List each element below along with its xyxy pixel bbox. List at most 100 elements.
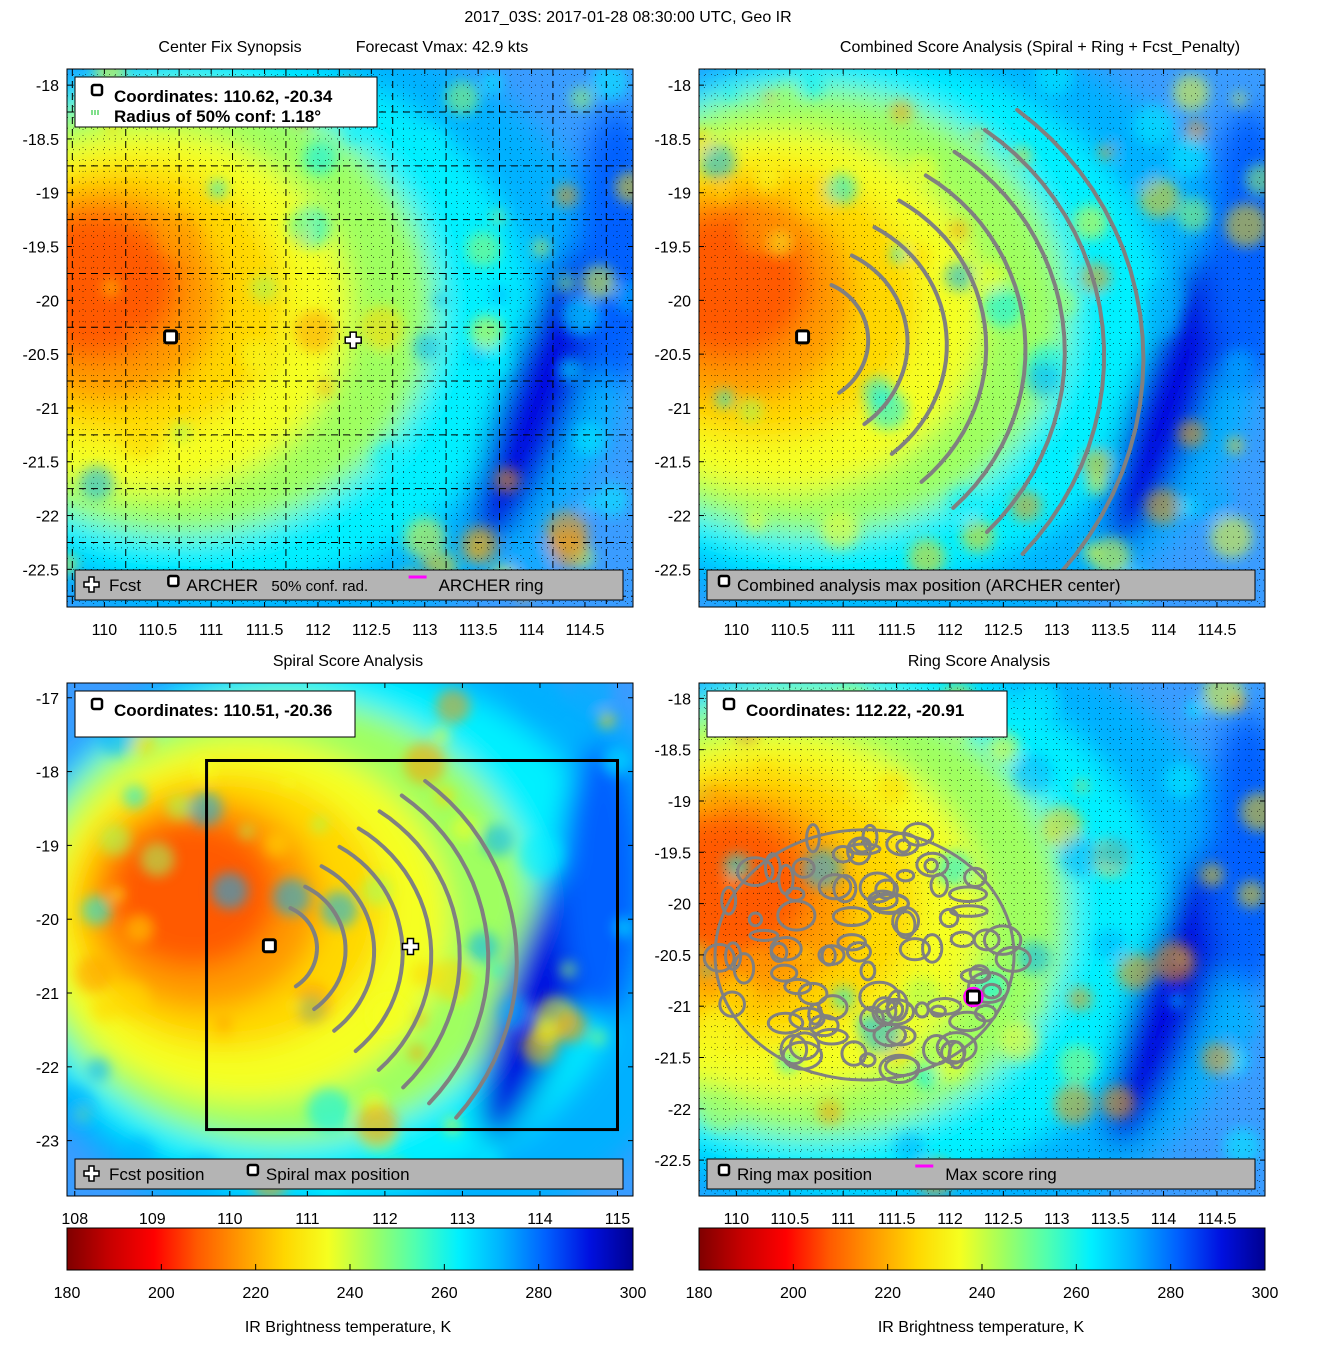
ir-speckle [387,246,411,269]
ring-contour [859,960,877,982]
y-tick-label: -21.5 [655,455,692,472]
ir-speckle [715,389,735,409]
ir-speckle [1168,137,1208,177]
spiral-arc [356,826,434,1072]
ir-speckle [1153,940,1196,984]
ir-blob [67,209,180,360]
ir-speckle [467,931,499,963]
ir-speckle [418,127,447,156]
x-tick-label: 113.5 [459,622,498,639]
spiral-arc [319,864,377,1033]
image-layer [699,69,1265,607]
spiral-arc [303,884,348,1012]
y-tick-label: -18.5 [655,743,692,760]
ir-speckle [293,309,337,353]
panel-subtitle: Forecast Vmax: 42.9 kts [356,39,529,56]
y-tick-label: -22 [668,1102,691,1119]
ir-speckle [1034,69,1073,97]
colorbar-tick-label: 260 [431,1285,458,1302]
spiral-arcs [288,779,519,1120]
y-tick-label: -21 [668,401,691,418]
ir-speckle [1019,683,1061,721]
archer-center-marker [965,989,981,1005]
ir-speckle [125,914,154,943]
info-line: Coordinates: 110.51, -20.36 [114,701,332,720]
ir-speckle [81,895,112,926]
archer-legend-icon [246,1163,260,1177]
y-tick-label: -20.5 [655,948,692,965]
archer-icon [90,83,104,97]
archer-legend-icon [717,1163,731,1177]
y-tick-label: -22.5 [655,562,692,579]
ir-speckle [948,219,969,240]
spiral-arc [923,173,1028,510]
ring-contour [938,907,960,929]
ir-speckle [498,995,532,1030]
ir-speckle [165,794,193,821]
ir-speckle [211,872,249,910]
forecast-legend-icon [83,576,100,593]
ring-contour [736,856,775,887]
x-tick-label: 113 [412,622,438,639]
ir-speckle [557,357,581,382]
confidence-radius-icon [91,110,99,115]
ir-speckle [581,495,598,512]
panel-spiral-score: Spiral Score Analysis 108 109 110 111 112 113… [36,653,634,1228]
info-box-frame [706,690,1008,738]
x-tick-label: 111.5 [878,622,916,639]
archer-icon [90,697,104,711]
ring-contour [867,892,910,914]
ir-speckle [595,483,629,517]
colorbar-strip [66,1227,634,1271]
y-tick-label: -18.5 [23,132,60,149]
y-tick-label: -21 [36,401,59,418]
ir-blob [559,743,633,1022]
ir-speckle [1115,952,1154,991]
ir-speckle [744,510,766,532]
y-tick-label: -19.5 [655,240,692,257]
archer-center-marker [261,938,277,954]
ir-speckle [1012,753,1054,794]
x-tick-label: 112.5 [984,1211,1023,1228]
ir-speckle [1184,699,1206,720]
x-tick-label: 113 [1044,622,1070,639]
x-tick-label: 111 [295,1211,319,1228]
legend-label: Combined analysis max position (ARCHER c… [737,576,1121,595]
y-tick-label: -22 [668,509,691,526]
ir-speckle [445,81,480,115]
legend-frame [706,569,1256,601]
y-tick-label: -20 [668,897,691,914]
x-tick-label: 111 [199,622,223,639]
ir-speckle [560,295,600,336]
ir-speckle [754,165,781,192]
ir-speckle [1079,261,1112,294]
ir-speckle [171,447,193,469]
ir-blob [107,818,279,969]
colorbar-right: IR Brightness temperature, K 180 200 220 24… [686,1227,1278,1336]
spiral-arc [399,793,491,1106]
x-tick-label: 114 [519,622,545,639]
info-box: Coordinates: 112.22, -20.91 [706,690,1008,738]
ir-speckle [971,127,986,142]
archer-legend-icon [167,574,180,588]
x-tick-label: 110 [724,622,750,639]
ir-speckle [1067,986,1093,1012]
y-tick-label: -18 [668,78,691,95]
ir-speckle [491,211,504,224]
ir-speckle [67,1085,96,1127]
y-tick-label: -22.5 [655,1153,692,1170]
ir-speckle [738,397,764,423]
ir-speckle [614,171,633,204]
x-tick-label: 113.5 [1091,1211,1130,1228]
colorbar-tick-label: 220 [242,1285,269,1302]
ring-contour [763,852,782,884]
image-layer [699,683,1265,1196]
ir-speckle [239,339,272,371]
legend-box: Fcst position Spiral max position [74,1158,624,1190]
legend-frame [74,1158,624,1190]
ir-speckle [430,959,473,1002]
ir-speckle [345,125,365,145]
info-box: Coordinates: 110.51, -20.36 [74,690,356,738]
ir-speckle [239,824,254,839]
